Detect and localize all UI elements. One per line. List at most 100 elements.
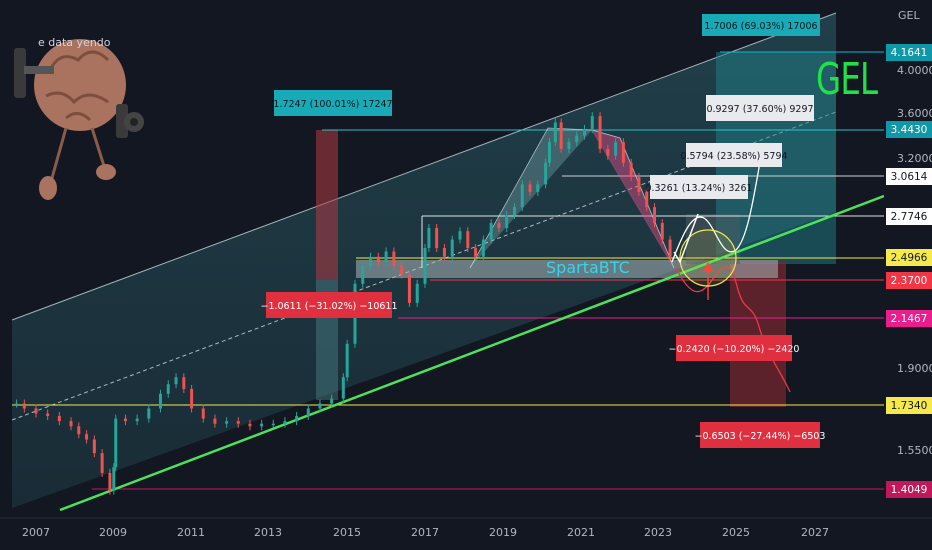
candle-body <box>497 223 501 228</box>
candle-body <box>345 343 349 378</box>
candle-body <box>135 418 139 422</box>
xtick-label: 2027 <box>801 526 829 539</box>
candle-body <box>407 274 411 303</box>
candle-body <box>614 142 618 156</box>
candle-body <box>660 223 664 240</box>
xtick-label: 2017 <box>411 526 439 539</box>
candle-body <box>318 403 322 409</box>
candle-body <box>260 423 264 427</box>
candle-body <box>427 227 431 249</box>
measure-box-6: −1.0611 (−31.02%) −10611 <box>260 292 398 318</box>
candle-body <box>174 377 178 385</box>
svg-text:2.7746: 2.7746 <box>891 211 928 223</box>
candle-body <box>481 239 485 257</box>
svg-text:1.7247 (100.01%) 17247: 1.7247 (100.01%) 17247 <box>273 99 392 110</box>
candle-body <box>69 421 73 427</box>
svg-text:0.3261 (13.24%) 3261: 0.3261 (13.24%) 3261 <box>645 183 752 194</box>
candle-body <box>147 408 151 419</box>
candle-body <box>606 148 610 156</box>
price-tag-3.4430: 3.4430 <box>886 121 932 138</box>
svg-text:3.4430: 3.4430 <box>891 124 928 136</box>
svg-text:2.4966: 2.4966 <box>891 252 928 264</box>
candle-body <box>520 184 524 208</box>
ytick-label: 1.5500 <box>897 444 932 457</box>
svg-text:−0.6503 (−27.44%) −6503: −0.6503 (−27.44%) −6503 <box>695 431 826 442</box>
candle-body <box>15 403 19 406</box>
price-tag-3.0614: 3.0614 <box>886 168 932 185</box>
candle-body <box>489 223 493 240</box>
candle-body <box>248 423 252 427</box>
price-tag-2.3700: 2.3700 <box>886 272 932 289</box>
candle-body <box>92 439 96 454</box>
candle-body <box>114 418 118 468</box>
svg-text:1.7006 (69.03%) 17006: 1.7006 (69.03%) 17006 <box>704 21 817 32</box>
candle-body <box>77 426 81 435</box>
candle-body <box>575 135 579 143</box>
candle-body <box>341 377 345 399</box>
candle-body <box>668 239 672 257</box>
candle-body <box>166 384 170 394</box>
time-axis[interactable]: 2007 2009 2011 2013 2015 2017 2019 2021 … <box>0 517 932 550</box>
candle-body <box>598 116 602 149</box>
check-mark <box>673 213 699 264</box>
candle-body <box>559 122 563 149</box>
price-tag-2.4966: 2.4966 <box>886 249 932 266</box>
candle-body <box>236 421 240 424</box>
svg-text:2.3700: 2.3700 <box>891 275 928 287</box>
candle-body <box>369 256 373 266</box>
candle-body <box>458 231 462 240</box>
measure-box-3: 0.9297 (37.60%) 9297 <box>706 95 814 121</box>
price-unit-label: GEL <box>898 9 920 22</box>
candle-body <box>505 215 509 228</box>
candle-body <box>547 142 551 163</box>
candle-body <box>442 248 446 257</box>
candle-body <box>361 265 365 284</box>
chart-brand-title: GEL <box>816 54 878 105</box>
measure-box-1: 1.7006 (69.03%) 17006 <box>702 14 820 36</box>
measure-box-4: 0.5794 (23.58%) 5794 <box>680 143 788 167</box>
xtick-label: 2015 <box>333 526 361 539</box>
candle-body <box>384 251 388 262</box>
candle-body <box>536 184 540 192</box>
candle-body <box>225 421 229 424</box>
candle-body <box>423 248 427 284</box>
candle-body <box>621 142 625 163</box>
candle-body <box>400 265 404 275</box>
pattern-triangle-1 <box>470 128 592 268</box>
candle-body <box>582 128 586 136</box>
xtick-label: 2025 <box>722 526 750 539</box>
candle-body <box>376 256 380 262</box>
svg-text:−0.2420 (−10.20%) −2420: −0.2420 (−10.20%) −2420 <box>669 344 800 355</box>
projection-arrowhead <box>702 262 714 272</box>
candle-body <box>201 408 205 419</box>
measure-zone-2014-red <box>316 130 338 280</box>
candle-body <box>46 413 50 417</box>
candle-body <box>112 467 116 491</box>
measure-box-5: 0.3261 (13.24%) 3261 <box>645 175 753 199</box>
candle-body <box>283 421 287 424</box>
xtick-label: 2021 <box>567 526 595 539</box>
candle-body <box>34 408 38 414</box>
measure-zone-future-red <box>730 262 786 407</box>
svg-text:0.9297 (37.60%) 9297: 0.9297 (37.60%) 9297 <box>706 104 813 115</box>
price-tag-4.1641: 4.1641 <box>886 44 932 61</box>
candle-body <box>182 377 186 389</box>
target-circle <box>679 229 737 287</box>
candle-body <box>415 283 419 303</box>
candle-body <box>590 116 594 129</box>
candle-body <box>123 418 127 422</box>
svg-text:0.5794 (23.58%) 5794: 0.5794 (23.58%) 5794 <box>680 151 787 162</box>
svg-text:1.4049: 1.4049 <box>891 484 928 496</box>
xtick-label: 2011 <box>177 526 205 539</box>
price-tag-1.4049: 1.4049 <box>886 481 932 498</box>
candle-body <box>544 162 548 185</box>
price-tag-2.7746: 2.7746 <box>886 208 932 225</box>
candle-body <box>158 393 162 409</box>
candles-group <box>15 112 672 495</box>
candle-body <box>567 142 571 149</box>
candle-body <box>528 184 532 192</box>
price-axis[interactable]: 4.0000 3.6000 3.2000 1.9000 1.5500 4.164… <box>884 0 932 518</box>
measure-box-2: 1.7247 (100.01%) 17247 <box>273 90 393 116</box>
channel-top-line <box>11 12 837 321</box>
